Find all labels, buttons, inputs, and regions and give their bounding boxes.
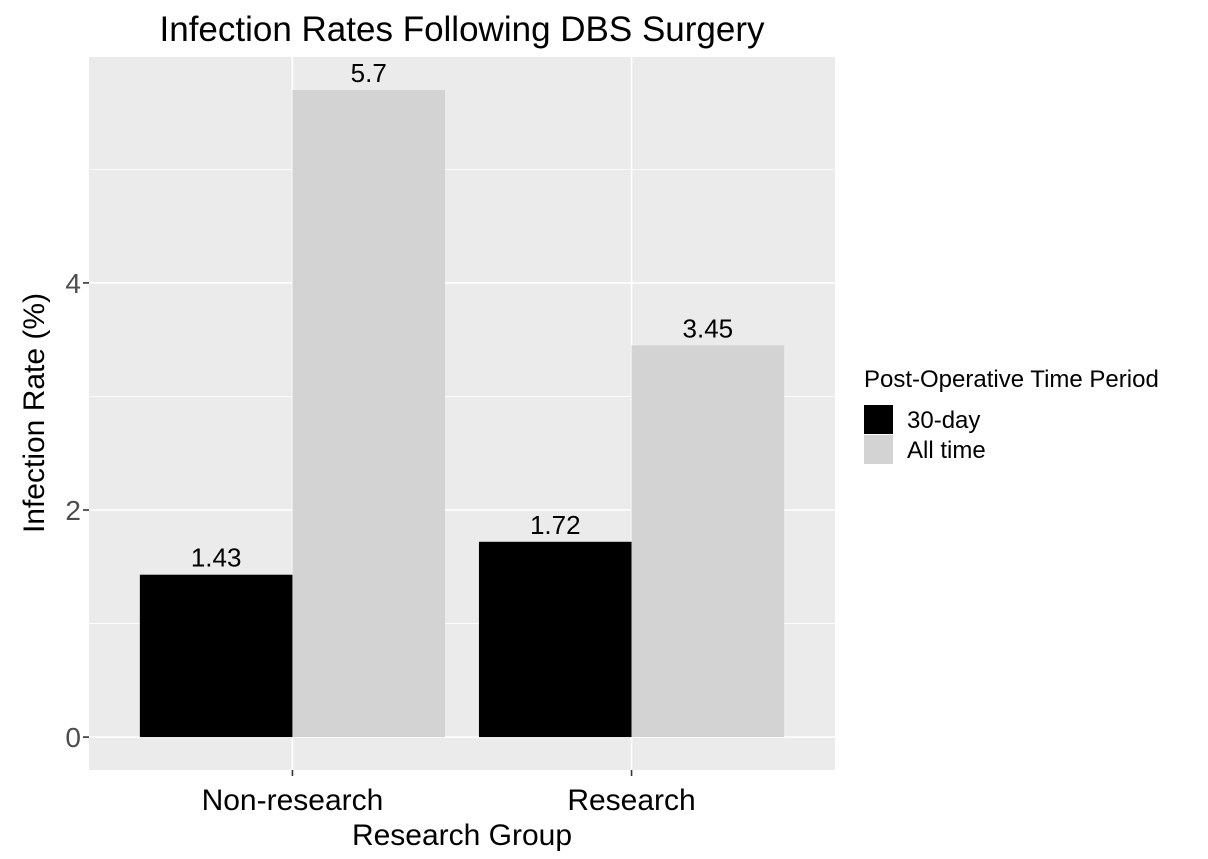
legend-key-all-time — [864, 435, 893, 464]
bar-value-label: 1.72 — [530, 510, 581, 540]
chart-title: Infection Rates Following DBS Surgery — [160, 10, 765, 49]
bars — [139, 89, 785, 738]
y-tick-label: 2 — [65, 495, 81, 526]
legend: Post-Operative Time Period 30-day All tim… — [864, 366, 1159, 464]
legend-label: All time — [907, 437, 986, 464]
y-axis-title: Infection Rate (%) — [18, 293, 51, 533]
bar-30-day-non-research — [139, 574, 293, 738]
bar-value-label: 3.45 — [683, 313, 734, 343]
y-tick-label: 0 — [65, 722, 81, 753]
x-tick-label: Non-research — [202, 784, 384, 817]
bar-value-label: 5.7 — [351, 58, 387, 88]
y-axis: 0 2 4 — [65, 268, 89, 753]
y-tick-label: 4 — [65, 268, 81, 299]
bar-value-labels: 1.43 1.72 5.7 3.45 — [191, 58, 733, 573]
bar-all-time-research — [631, 345, 785, 738]
legend-items: 30-day All time — [864, 405, 986, 464]
x-tick-label: Research — [567, 784, 695, 817]
legend-label: 30-day — [907, 407, 980, 434]
bar-all-time-non-research — [292, 89, 446, 738]
bar-value-label: 1.43 — [191, 543, 242, 573]
x-axis-title: Research Group — [352, 819, 572, 852]
legend-key-30-day — [864, 405, 893, 434]
x-axis: Non-research Research — [202, 770, 696, 817]
bar-30-day-research — [478, 541, 632, 738]
legend-title: Post-Operative Time Period — [864, 366, 1159, 393]
